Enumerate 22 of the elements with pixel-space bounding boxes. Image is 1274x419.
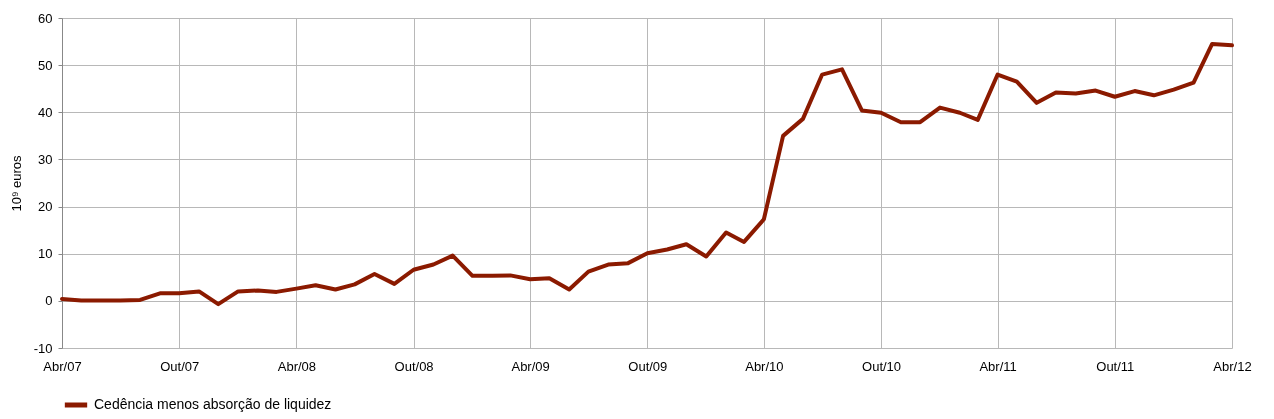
y-tick-label: 50 (38, 57, 53, 73)
legend-label: Cedência menos absorção de liquidez (94, 396, 332, 412)
y-tick-label: 20 (38, 199, 53, 215)
x-tick-label: Out/09 (628, 358, 668, 374)
line-series (60, 41, 1234, 307)
x-tick-label: Abr/12 (1213, 358, 1252, 374)
x-tick-label: Abr/07 (43, 358, 82, 374)
y-axis-title: 10⁹ euros (8, 154, 24, 212)
y-tick-label: 60 (38, 10, 53, 26)
x-tick-label: Abr/08 (277, 358, 317, 374)
x-tick-label: Abr/11 (979, 358, 1017, 374)
x-tick-label: Abr/10 (745, 358, 784, 374)
y-tick-label: 40 (38, 104, 53, 120)
x-tick-label: Out/07 (160, 358, 200, 374)
x-tick-label: Abr/09 (511, 358, 550, 374)
y-tick-label: 10 (38, 246, 53, 262)
y-tick-label: -10 (33, 340, 53, 356)
x-tick-label: Out/08 (394, 358, 434, 374)
y-tick-label: 30 (38, 151, 53, 167)
x-tick-label: Out/11 (1096, 358, 1135, 374)
x-tick-label: Out/10 (862, 358, 902, 374)
y-tick-label: 0 (45, 293, 53, 309)
